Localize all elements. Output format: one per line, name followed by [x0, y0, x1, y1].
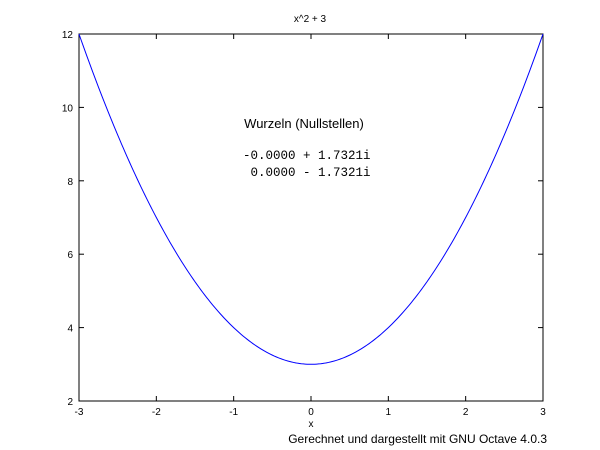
footer-credit: Gerechnet und dargestellt mit GNU Octave… — [288, 432, 547, 446]
y-tick-label: 8 — [67, 177, 73, 188]
y-tick-label: 6 — [67, 250, 73, 261]
axis-ticks — [78, 33, 544, 402]
x-tick-label: 1 — [386, 407, 392, 418]
x-tick-label: -2 — [152, 407, 161, 418]
y-tick-label: 4 — [67, 324, 73, 335]
x-tick-label: 3 — [540, 407, 546, 418]
y-tick-label: 2 — [67, 397, 73, 408]
chart-title: x^2 + 3 — [294, 14, 327, 25]
y-tick-label: 12 — [62, 30, 74, 41]
x-tick-label: 2 — [463, 407, 469, 418]
annotation-title: Wurzeln (Nullstellen) — [244, 116, 364, 131]
series-line — [78, 33, 544, 365]
annotation-root-2: 0.0000 - 1.7321i — [243, 166, 371, 180]
x-tick-label: -1 — [229, 407, 238, 418]
y-tick-label: 10 — [62, 103, 74, 114]
x-axis-label: x — [309, 419, 314, 430]
x-tick-label: 0 — [308, 407, 314, 418]
annotation-root-1: -0.0000 + 1.7321i — [243, 149, 371, 163]
x-tick-label: -3 — [75, 407, 84, 418]
